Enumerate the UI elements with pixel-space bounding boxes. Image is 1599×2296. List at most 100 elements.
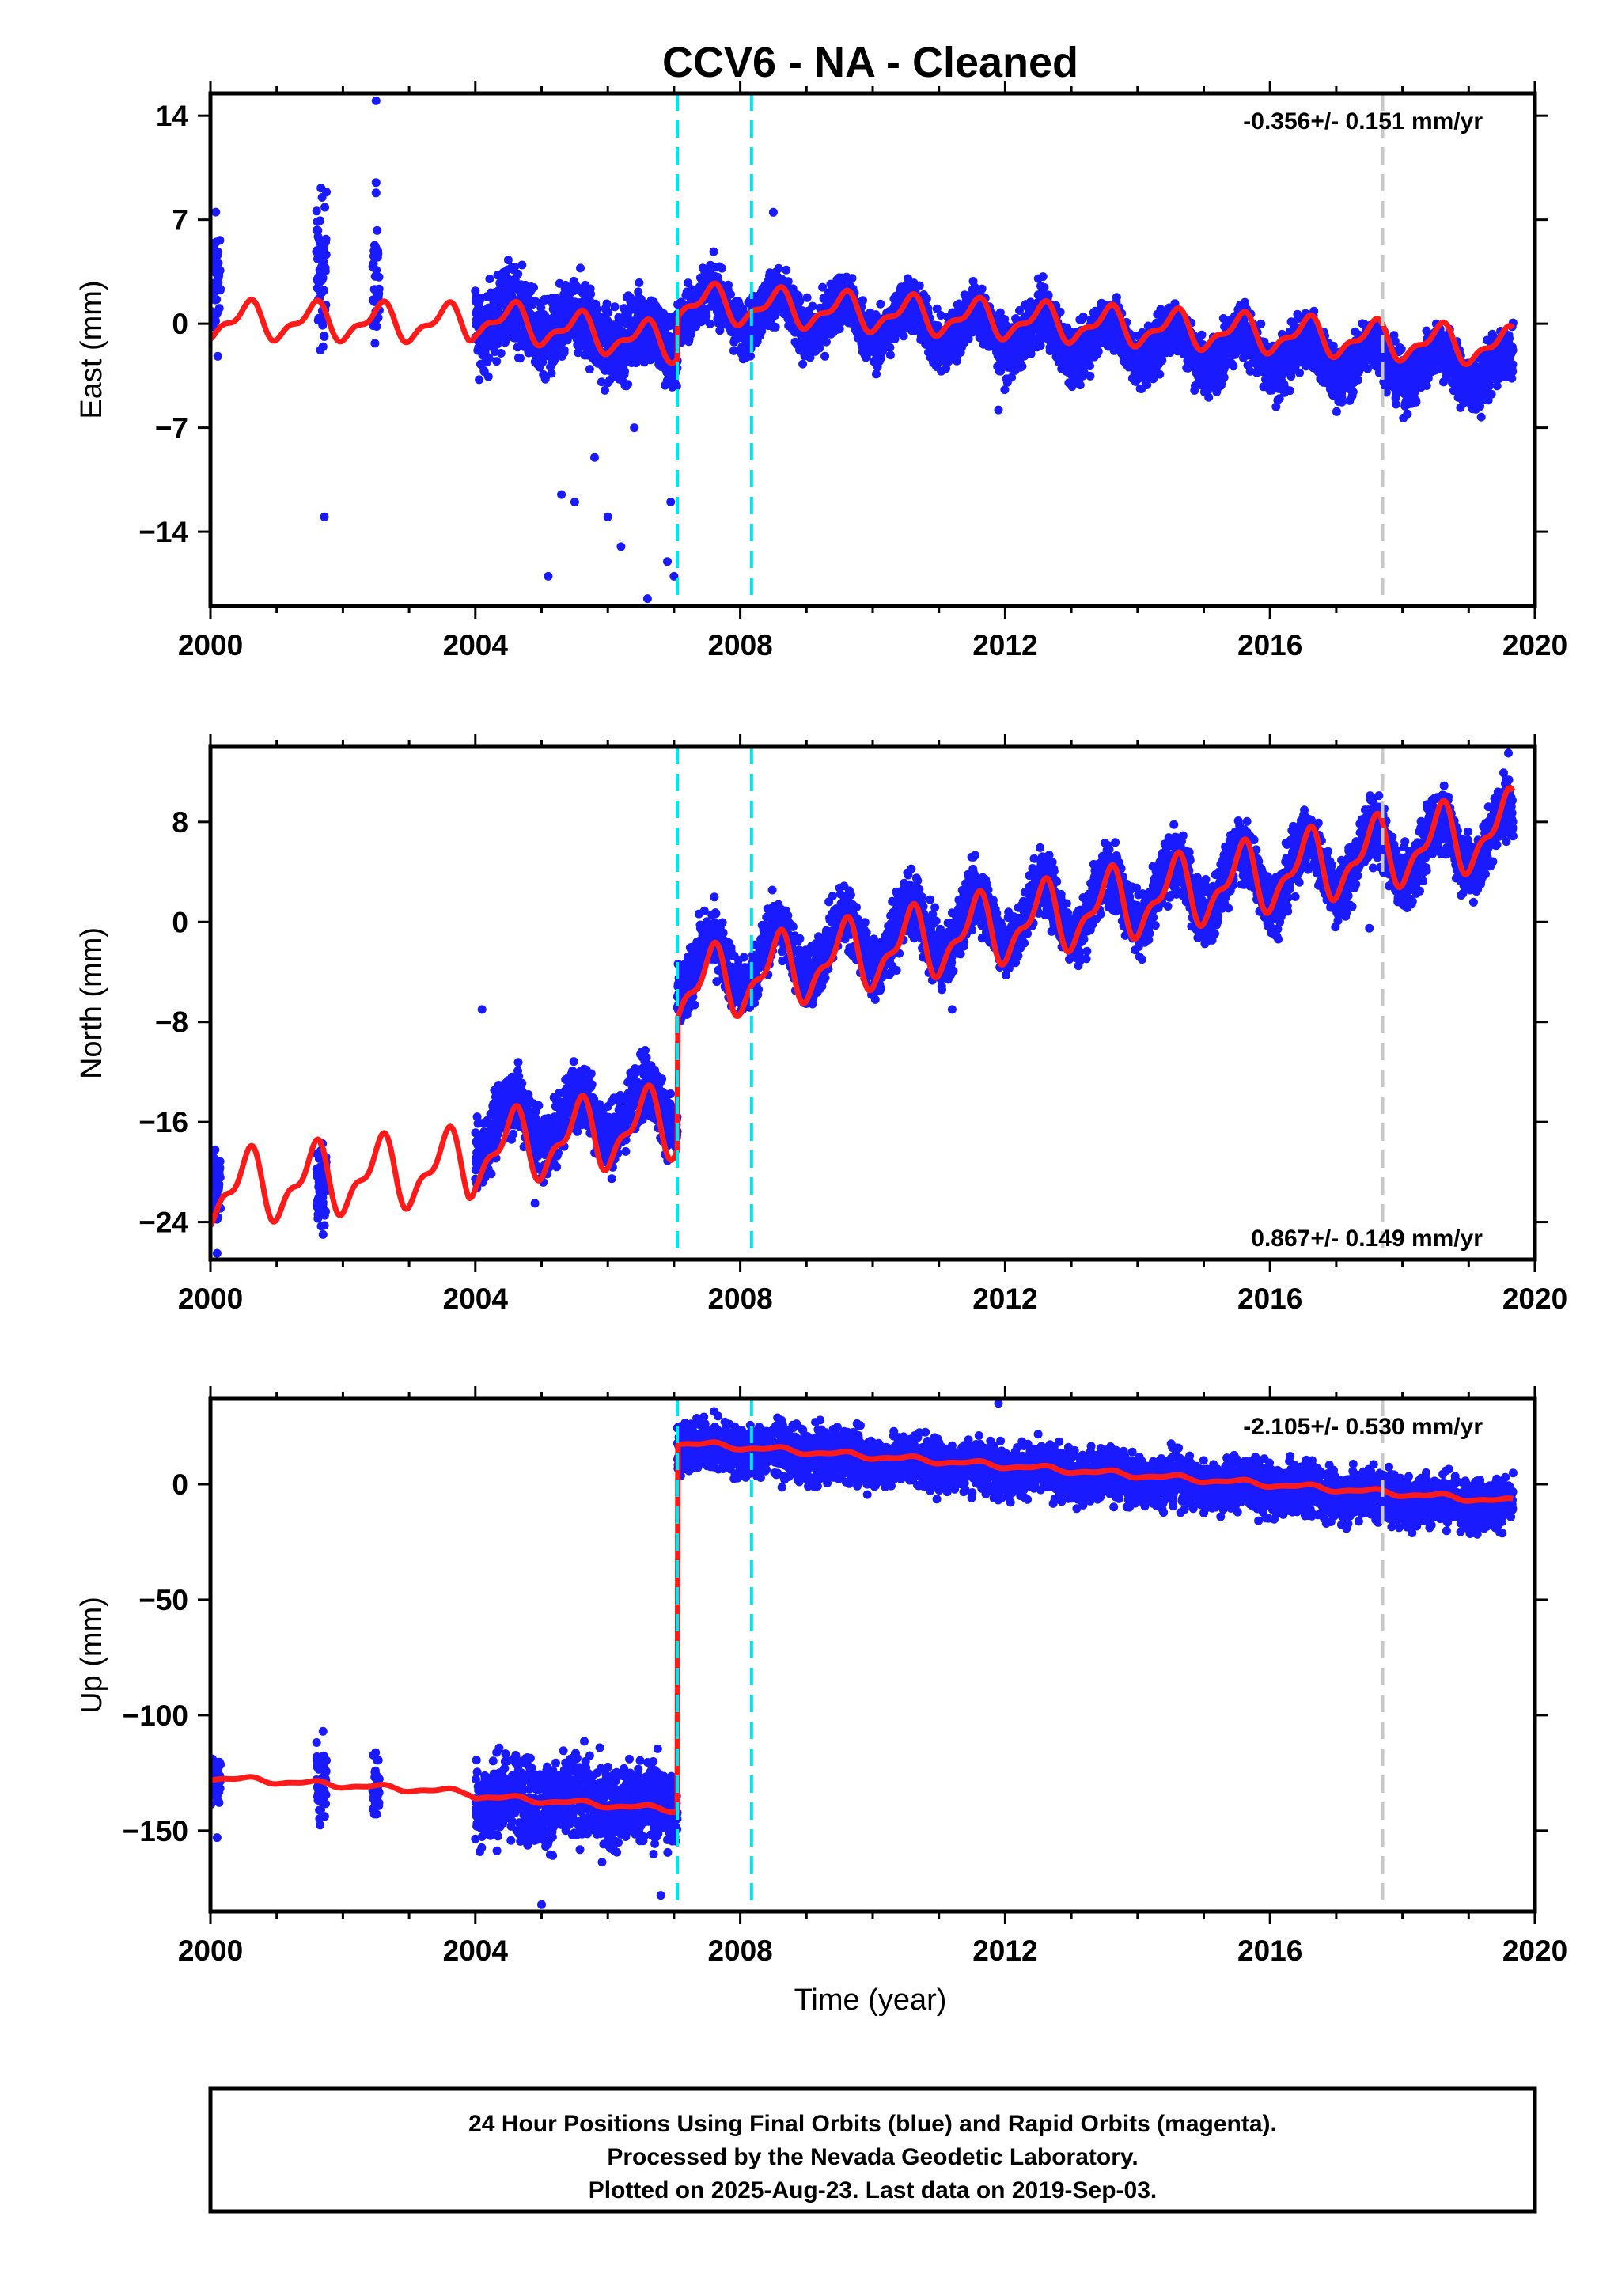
- observation-point: [492, 357, 502, 366]
- figure-title: CCV6 - NA - Cleaned: [662, 39, 1078, 86]
- observation-point: [601, 385, 609, 395]
- observation-point: [559, 346, 569, 355]
- observation-point: [1348, 387, 1358, 396]
- observation-point: [1078, 312, 1088, 321]
- observation-point: [585, 365, 594, 374]
- observation-point: [1093, 347, 1103, 356]
- observation-point: [858, 296, 867, 305]
- observation-point: [483, 372, 493, 381]
- observation-point: [899, 332, 908, 341]
- observation-point: [684, 278, 693, 288]
- observation-point: [808, 301, 817, 311]
- observation-point: [915, 281, 924, 290]
- observation-point: [1337, 397, 1347, 407]
- observation-point: [1158, 356, 1167, 366]
- observation-point: [214, 248, 222, 256]
- observation-point: [374, 284, 384, 294]
- observation-points-east: [210, 96, 1518, 604]
- observation-point: [1017, 362, 1027, 371]
- observation-point: [592, 305, 601, 313]
- observation-point: [783, 277, 793, 286]
- observation-point: [635, 278, 644, 287]
- observation-point: [320, 203, 330, 212]
- observation-point: [724, 280, 733, 290]
- observation-point: [774, 263, 783, 273]
- observation-point: [510, 263, 519, 272]
- observation-point: [215, 266, 225, 275]
- observation-point: [475, 375, 484, 385]
- observation-point: [214, 304, 224, 313]
- observation-point: [372, 266, 381, 275]
- observation-point: [922, 294, 931, 304]
- observation-point: [316, 216, 325, 225]
- observation-point: [372, 322, 381, 331]
- observation-point: [516, 354, 525, 363]
- observation-point: [476, 294, 485, 303]
- observation-point: [715, 326, 725, 335]
- observation-point: [726, 290, 735, 299]
- observation-point: [1204, 392, 1214, 402]
- observation-point: [312, 206, 321, 216]
- observation-point: [782, 265, 791, 275]
- observation-point: [821, 337, 831, 347]
- observation-point: [610, 302, 620, 312]
- observation-point: [503, 256, 513, 265]
- observation-point: [977, 284, 987, 294]
- observation-point: [1040, 282, 1049, 292]
- observation-point: [576, 263, 585, 273]
- observation-point: [529, 283, 538, 292]
- observation-point: [1219, 373, 1229, 382]
- observation-point: [602, 299, 612, 309]
- observation-point: [212, 295, 222, 305]
- observation-point: [1044, 290, 1053, 300]
- observation-point: [485, 275, 494, 283]
- observation-point: [322, 188, 331, 197]
- observation-point: [802, 293, 812, 302]
- observation-point: [496, 349, 506, 358]
- observation-point: [885, 343, 895, 352]
- observation-point: [484, 354, 494, 362]
- observation-point: [586, 290, 596, 299]
- observation-point: [373, 225, 382, 235]
- observation-point: [517, 260, 527, 270]
- observation-point: [718, 263, 726, 273]
- observation-point: [709, 247, 718, 256]
- observation-point: [318, 342, 328, 351]
- observation-point: [1197, 330, 1207, 339]
- observation-point: [513, 269, 523, 278]
- observation-point: [876, 299, 885, 309]
- observation-point: [623, 380, 633, 389]
- observation-point: [370, 339, 380, 348]
- observation-point: [1229, 362, 1238, 371]
- observation-point: [620, 367, 629, 376]
- observation-point: [705, 319, 714, 328]
- observation-point: [672, 381, 681, 391]
- observation-point: [1256, 319, 1266, 328]
- observation-point: [211, 207, 221, 217]
- observation-point: [1000, 385, 1010, 395]
- observation-point: [547, 369, 556, 378]
- observation-point: [211, 316, 220, 326]
- plot-area-east: [210, 96, 1518, 604]
- observation-point: [1075, 381, 1085, 390]
- observation-point: [320, 267, 330, 276]
- observation-point: [320, 332, 329, 341]
- observation-point: [631, 358, 641, 368]
- observation-point: [373, 249, 383, 259]
- observation-point: [847, 274, 857, 283]
- observation-point: [771, 322, 780, 332]
- observation-point: [531, 297, 540, 306]
- observation-point: [214, 258, 223, 267]
- observation-point: [321, 250, 331, 260]
- observation-point: [1332, 407, 1341, 416]
- observation-point: [604, 308, 613, 317]
- observation-point: [321, 234, 331, 244]
- observation-point: [885, 350, 895, 360]
- observation-point: [1086, 362, 1094, 371]
- observation-point: [820, 351, 830, 361]
- observation-point: [374, 272, 384, 282]
- observation-point: [1038, 272, 1048, 282]
- observation-point: [1112, 293, 1121, 302]
- observation-point: [215, 236, 225, 245]
